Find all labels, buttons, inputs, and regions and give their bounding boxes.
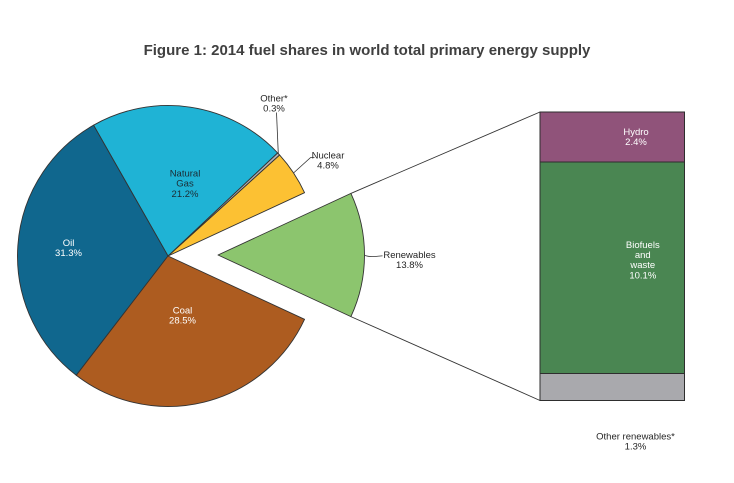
svg-text:Other*: Other* (260, 93, 288, 104)
svg-text:13.8%: 13.8% (396, 260, 423, 271)
svg-text:Renewables: Renewables (383, 250, 436, 261)
svg-text:and: and (635, 250, 651, 261)
svg-text:21.2%: 21.2% (172, 189, 199, 200)
svg-text:Hydro: Hydro (623, 127, 648, 138)
svg-text:Nuclear: Nuclear (312, 151, 345, 162)
svg-text:1.3%: 1.3% (625, 442, 647, 453)
svg-text:Figure 1: 2014 fuel shares in: Figure 1: 2014 fuel shares in world tota… (144, 42, 591, 59)
svg-text:2.4%: 2.4% (625, 137, 647, 148)
svg-text:Coal: Coal (173, 306, 193, 317)
svg-text:4.8%: 4.8% (317, 161, 339, 172)
svg-text:Natural: Natural (170, 168, 201, 179)
svg-text:0.3%: 0.3% (263, 104, 285, 115)
svg-text:Oil: Oil (63, 238, 75, 249)
svg-text:31.3%: 31.3% (55, 248, 82, 259)
svg-text:28.5%: 28.5% (169, 316, 196, 327)
svg-text:Biofuels: Biofuels (626, 240, 660, 251)
svg-text:Gas: Gas (176, 179, 194, 190)
svg-text:Other renewables*: Other renewables* (596, 432, 675, 443)
svg-text:10.1%: 10.1% (629, 270, 656, 281)
svg-text:waste: waste (629, 260, 655, 271)
